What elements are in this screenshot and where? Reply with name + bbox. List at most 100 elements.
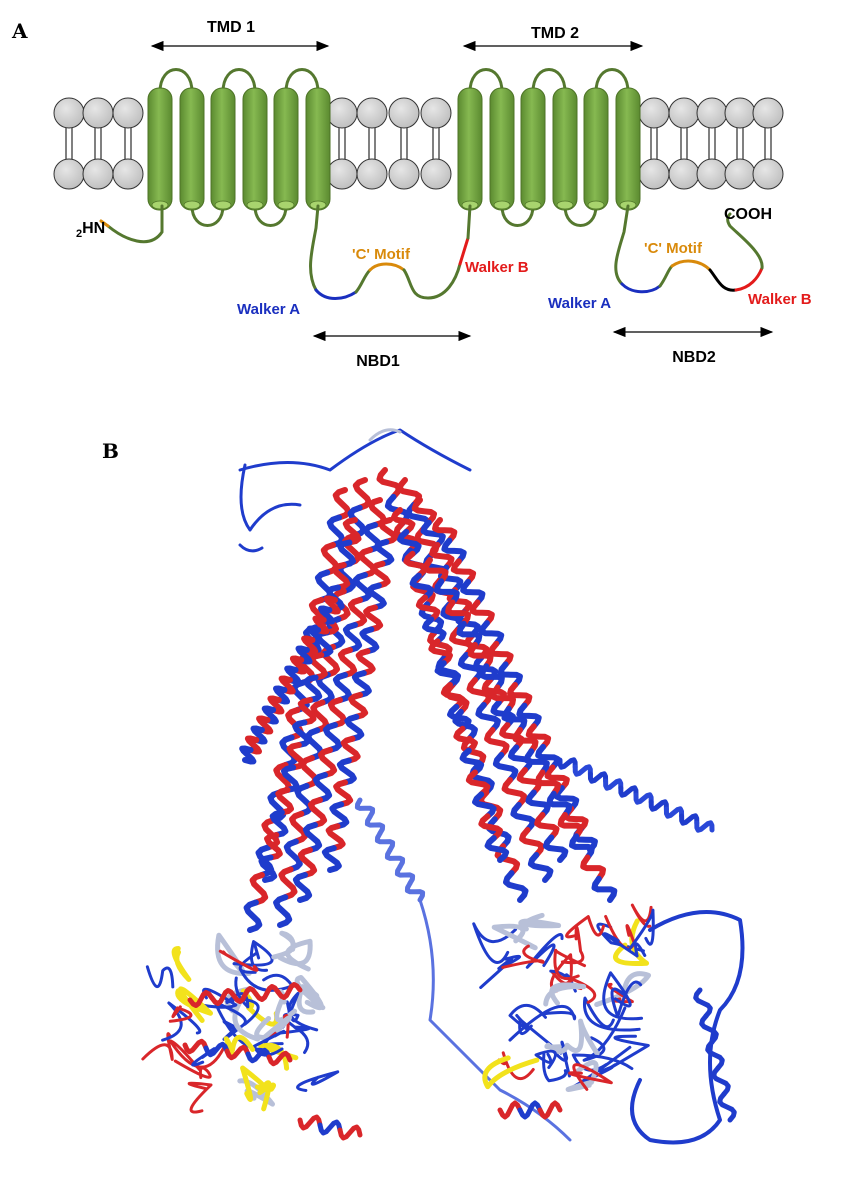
coil-ribbon — [239, 463, 302, 532]
c-terminus-label: COOH — [724, 206, 772, 223]
helix-ribbon — [455, 609, 481, 638]
helix-ribbon — [472, 791, 497, 820]
coil-ribbon — [582, 996, 641, 1032]
helix-ribbon — [351, 670, 372, 698]
helix-ribbon — [278, 866, 298, 901]
helix-ribbon — [321, 845, 342, 873]
lipid-head-bottom — [326, 158, 358, 190]
tmd1-helix-cap — [151, 200, 169, 210]
helix-ribbon — [663, 806, 685, 819]
coil-ribbon — [594, 971, 652, 1008]
helix-ribbon — [322, 722, 343, 753]
helix-ribbon — [374, 830, 396, 853]
helix-ribbon — [494, 843, 521, 877]
helix-ribbon — [603, 778, 624, 791]
helix-ribbon — [302, 822, 323, 853]
nbd2-linker-b — [658, 264, 674, 288]
helix-ribbon — [411, 497, 437, 526]
helix-ribbon — [445, 599, 471, 627]
nbd1-linker-b — [354, 268, 372, 294]
helix-ribbon — [693, 987, 713, 1019]
lipid-head-bottom — [696, 158, 728, 190]
helix-ribbon — [323, 595, 341, 615]
tmd2-helix-4 — [552, 87, 578, 211]
nbd1-walker-b-segment — [458, 236, 470, 266]
tmd1-intracellular-loop — [190, 205, 225, 227]
coil-ribbon — [549, 953, 573, 993]
helix-ribbon — [469, 599, 495, 627]
lipid-head-top — [112, 97, 144, 129]
helix-ribbon — [264, 832, 283, 861]
helix-ribbon — [648, 799, 669, 812]
helix-ribbon — [378, 517, 399, 545]
helix-ribbon — [209, 988, 237, 1006]
helix-ribbon — [484, 727, 510, 758]
coil-ribbon — [168, 1039, 226, 1072]
helix-ribbon — [517, 1100, 543, 1120]
lipid-head-bottom — [356, 158, 388, 190]
coil-ribbon — [171, 945, 192, 982]
helix-ribbon — [326, 514, 346, 548]
helix-ribbon — [256, 715, 274, 735]
helix-ribbon — [478, 813, 503, 842]
helix-ribbon — [344, 713, 365, 742]
nbd2-c-motif-segment — [670, 259, 712, 272]
lipid-head-bottom — [752, 158, 784, 190]
coil-ribbon — [542, 1053, 568, 1083]
tmd1-extracellular-loop — [221, 68, 257, 93]
nbd1-span: NBD1 — [312, 330, 472, 370]
helix-ribbon — [267, 789, 287, 823]
helix-ribbon — [357, 547, 378, 578]
helix-ribbon — [289, 810, 309, 845]
lipid-head-top — [326, 97, 358, 129]
tmd1-helix-3 — [210, 87, 236, 211]
coil-ribbon — [271, 930, 296, 960]
nbd2-walker-b-segment — [734, 266, 764, 292]
helix-ribbon — [553, 785, 580, 812]
nbd2-label: NBD2 — [672, 349, 716, 366]
coil-ribbon — [173, 1059, 212, 1080]
coil-ribbon — [161, 1001, 202, 1042]
tmd2-helix-cap — [587, 200, 605, 210]
helix-ribbon — [203, 1041, 230, 1058]
coil-ribbon — [564, 1018, 600, 1056]
nbd2-black-loop — [708, 268, 738, 292]
coil-ribbon — [627, 908, 655, 952]
tmd2-helix-2 — [489, 87, 515, 211]
n-terminal-tail — [106, 204, 164, 244]
tmd1-helix-6 — [305, 87, 331, 211]
helix-ribbon — [310, 699, 330, 734]
lipid-bilayer — [53, 97, 784, 190]
helix-ribbon — [535, 743, 561, 771]
helix-ribbon — [249, 872, 269, 906]
helix-ribbon — [281, 764, 300, 793]
helix-ribbon — [306, 625, 324, 645]
nbd1-chain — [99, 204, 472, 300]
helix-ribbon — [572, 764, 593, 777]
coil-ribbon — [544, 1042, 569, 1054]
helix-ribbon — [422, 557, 449, 585]
lipid-head-bottom — [112, 158, 144, 190]
helix-ribbon — [314, 629, 334, 658]
helix-ribbon — [490, 684, 516, 712]
helix-ribbon — [587, 771, 609, 784]
lipid-head-top — [696, 97, 728, 129]
tmd2-span: TMD 2 — [462, 25, 644, 52]
helix-ribbon — [465, 769, 491, 798]
helix-ribbon — [337, 539, 356, 568]
nbd1-c-motif-label: 'C' Motif — [352, 246, 411, 263]
helix-ribbon — [478, 620, 505, 647]
helix-ribbon — [705, 1039, 725, 1071]
helix-ribbon — [278, 675, 296, 695]
coil-ribbon — [518, 912, 562, 932]
helix-ribbon — [364, 814, 386, 836]
coil-ribbon — [482, 1055, 540, 1090]
helix-ribbon — [340, 735, 361, 764]
coil-ribbon — [223, 1034, 256, 1057]
helix-ribbon — [479, 663, 505, 691]
tmd2-extracellular-loop — [594, 68, 630, 93]
helix-ribbon — [447, 703, 472, 732]
helix-ribbon — [354, 797, 376, 820]
nbd1-walker-a-segment — [314, 288, 358, 300]
helix-ribbon — [459, 747, 485, 776]
